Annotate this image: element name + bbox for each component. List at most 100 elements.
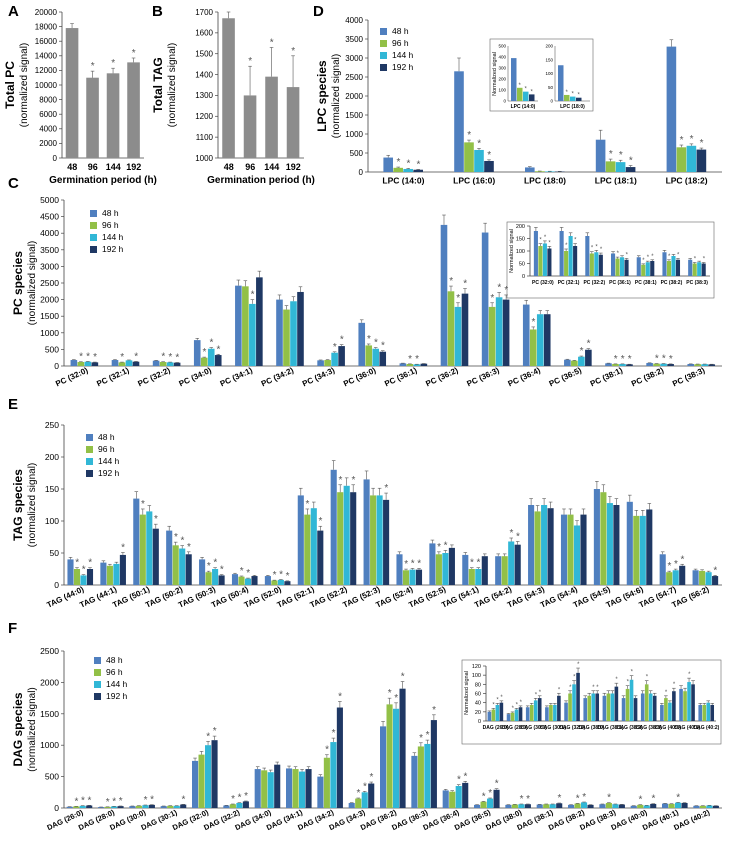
bar [564,702,568,721]
bar [666,261,672,276]
bar [185,554,192,585]
y-tick-label: 3500 [40,245,59,255]
x-tick-label: PC (38:2) [630,366,666,389]
bar [152,360,160,366]
legend-swatch [380,28,387,35]
significance-star: * [631,670,634,676]
significance-star: * [112,796,116,807]
significance-star: * [161,352,165,363]
bar [694,364,702,366]
bar [691,684,695,721]
significance-star: * [120,352,124,363]
bar [211,740,218,808]
bar [564,359,571,366]
y-tick-label: 50 [519,261,525,267]
bar [420,363,428,366]
inset-y-label: Normalized signal [464,671,470,715]
bar [393,167,403,172]
y-tick-label: 0 [54,580,59,590]
bar [462,782,469,808]
x-tick-label: DAG (30:1) [540,725,566,731]
bar [580,514,587,585]
bar [251,576,258,585]
bar [91,362,99,366]
bar [429,543,436,585]
inset-y-tick-label: 100 [545,71,553,76]
legend-swatch [90,222,97,229]
bar [73,806,80,808]
significance-star: * [665,690,668,696]
bar [442,790,449,808]
legend-swatch [94,669,101,676]
bar [192,760,199,808]
y-tick-label: 0 [522,274,525,280]
significance-star: * [325,745,329,756]
significance-star: * [408,354,412,365]
significance-star: * [626,252,629,258]
significance-star: * [86,351,90,362]
significance-star: * [646,675,649,681]
bar [67,559,74,585]
bar [205,572,212,585]
significance-star: * [463,279,467,290]
bar [447,291,455,366]
bar [199,559,206,585]
bar [668,702,672,721]
bar [706,805,713,808]
bar [514,709,519,721]
significance-star: * [416,159,420,170]
significance-star: * [520,794,524,805]
x-tick-label: LPC (14:0) [382,176,424,186]
legend-label: 48 h [98,432,115,442]
bar [641,264,646,276]
inset-y-tick-label: 50 [548,85,554,90]
significance-star: * [548,240,551,246]
y-tick-label: 20 [475,710,481,716]
bar [585,349,592,366]
significance-star: * [244,791,248,802]
bar [606,503,613,585]
bar [207,348,215,366]
bar [200,357,208,366]
bar [79,805,86,808]
y-tick-label: 8000 [39,95,57,104]
significance-star: * [81,796,85,807]
significance-star: * [477,558,481,569]
inset-bar [564,94,570,101]
bar [687,364,695,366]
bar [602,695,607,721]
significance-star: * [340,335,344,346]
bar [595,693,600,721]
panel-b-chart: 1000 1100 1200 1300 1400 1500 1600 1700 48 * 96 * 14… [151,8,315,186]
bar [411,755,418,808]
bar [599,804,606,808]
bar [249,303,256,366]
bar [386,704,393,808]
bar [242,286,249,366]
significance-star: * [651,254,654,260]
significance-star: * [516,531,520,542]
y-tick-label: 6000 [39,110,57,119]
bar [633,515,640,585]
significance-star: * [651,794,655,805]
significance-star: * [574,238,577,244]
bar [645,262,650,276]
bar [549,704,553,721]
significance-star: * [291,46,295,57]
significance-star: * [655,354,659,365]
y-axis-label-line: (normalized signal) [27,687,38,771]
x-tick-label: PC (36:2) [424,366,460,389]
bar [480,801,487,808]
y-tick-label: 18000 [35,22,58,31]
y-tick-label: 1300 [195,91,213,100]
bar [501,556,508,585]
y-tick-label: 1500 [345,111,363,120]
bar [499,702,504,721]
x-axis-label: Germination period (h) [49,175,157,186]
bar [324,360,331,366]
bar [644,684,649,721]
bar [701,364,709,366]
significance-star: * [437,542,441,553]
bar [598,254,603,276]
